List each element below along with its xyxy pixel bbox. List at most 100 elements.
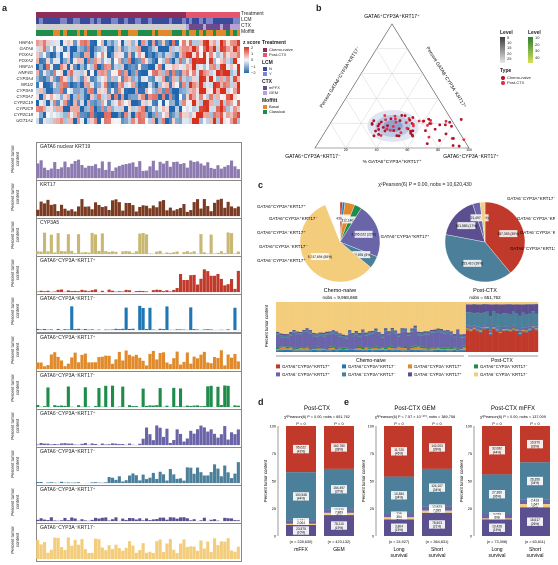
stack-segment (302, 347, 306, 349)
bar-value-box (391, 447, 407, 456)
stack-segment (488, 304, 493, 317)
stack-segment (328, 351, 332, 352)
stack-segment (276, 349, 280, 351)
stack-segment (443, 333, 447, 348)
track-bar (43, 443, 47, 445)
stack-segment (524, 327, 529, 331)
stack-segment (393, 348, 398, 351)
pie-value-box (463, 259, 482, 267)
ternary-point (395, 134, 399, 138)
track-bar (141, 474, 145, 483)
stack-segment (292, 331, 296, 333)
track-bar (182, 361, 186, 369)
stack-segment (285, 337, 290, 347)
track-bar (49, 517, 53, 521)
track-bar (63, 442, 67, 445)
track-bar (66, 386, 70, 407)
stack-segment (377, 332, 381, 334)
bar-category-label: mFFX (294, 547, 308, 553)
stack-segment (374, 331, 378, 347)
bar-value-box (429, 483, 445, 492)
ternary-point (428, 122, 432, 125)
track-bar (36, 481, 40, 483)
stack-segment (479, 304, 483, 314)
track-bar (66, 363, 70, 369)
expression-heatmap (36, 40, 241, 125)
stack-segment (295, 334, 300, 348)
track-bar (151, 439, 155, 445)
track-bar (192, 161, 196, 179)
track-bar (172, 210, 176, 217)
gene-label: CYP3A7 (16, 94, 33, 99)
stack-segment (475, 302, 480, 305)
stack-segment (413, 347, 418, 351)
stack-segment (403, 331, 408, 347)
stack-segment (361, 350, 365, 352)
track-bar (182, 441, 186, 445)
track-bar (117, 165, 121, 179)
stack-segment (407, 335, 411, 351)
track-bar (179, 207, 183, 217)
stack-segment (374, 350, 378, 352)
track-ylabel: Percent tumor content (10, 411, 20, 440)
stack-segment (462, 335, 467, 338)
track-bar (179, 364, 183, 369)
stack-segment (285, 346, 290, 349)
bar-category-label: Long (393, 547, 404, 553)
stack-segment (364, 332, 368, 334)
ternary-bottom-axis-title: % GATA6⁺CYP3A⁺KRT17⁺ (363, 159, 422, 165)
ternary-point (393, 114, 397, 118)
stack-segment (488, 333, 493, 335)
stack-segment (334, 332, 339, 335)
bar-n-label: (n = 364,831) (426, 540, 449, 544)
gene-label: CYP3A5 (16, 88, 33, 93)
track-bar (165, 160, 169, 179)
stack-segment (387, 332, 391, 335)
track-bar (114, 291, 118, 293)
track-bar (80, 164, 84, 179)
stack-segment (308, 302, 313, 331)
track-bar (165, 519, 169, 521)
stack-segment (328, 302, 332, 332)
stack-segment (348, 348, 352, 350)
track-bar (121, 481, 125, 483)
track-bar (124, 251, 128, 255)
track-bar (60, 443, 64, 445)
stack-segment (282, 346, 287, 348)
track-bar (158, 201, 162, 217)
stack-segment (338, 302, 342, 334)
bar-chart-title: Post-CTX (304, 406, 330, 412)
track-bar (46, 291, 50, 293)
stack-segment (384, 351, 388, 352)
track-bar (134, 251, 138, 255)
track-ylabel: Percent tumor content (10, 488, 20, 516)
track-bar (94, 517, 98, 521)
track-bar (46, 364, 50, 369)
track-bar (206, 329, 210, 331)
ternary-point (422, 119, 426, 123)
track-bar (148, 519, 152, 521)
stack-segment (279, 333, 283, 336)
bar-value-pct: (15%) (493, 528, 502, 532)
track-bar (114, 517, 118, 521)
ternary-gridline (376, 48, 439, 149)
track-bar (46, 482, 50, 483)
track-bar (83, 549, 87, 560)
ternary-point (427, 117, 431, 121)
track-bar (117, 202, 121, 217)
stack-segment (498, 302, 503, 305)
track-title: GATA6⁺CYP3A⁻KRT17⁺ (40, 334, 96, 341)
stack-segment (416, 331, 421, 334)
ternary-point (372, 134, 376, 138)
stack-segment (341, 336, 345, 339)
track-bar (236, 520, 240, 521)
stack-segment (344, 336, 349, 339)
stack-segment (452, 350, 457, 352)
track-bar (148, 208, 152, 217)
ternary-point (388, 128, 392, 132)
stack-segment (449, 332, 454, 335)
track-bar (206, 361, 210, 369)
stack-segment (449, 302, 454, 332)
bar-value-label: 26,356 (530, 478, 540, 482)
track-bar (36, 519, 40, 521)
